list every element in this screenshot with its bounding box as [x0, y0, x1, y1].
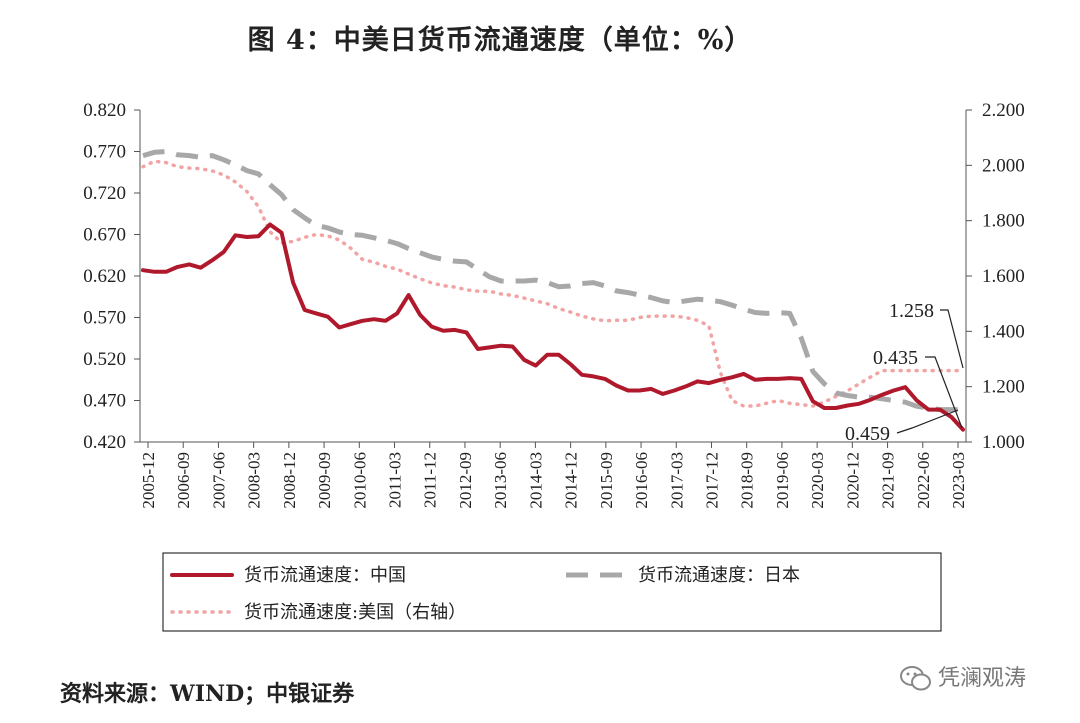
- y-right-tick-label: 1.800: [982, 211, 1025, 232]
- series-line-0: [141, 222, 965, 432]
- legend-label-2: 货币流通速度:美国（右轴）: [244, 602, 466, 623]
- y-left-tick-label: 0.720: [83, 183, 126, 204]
- x-tick-label: 2015-09: [597, 452, 616, 509]
- annotation-leader: [925, 356, 963, 429]
- x-tick-label: 2006-09: [174, 452, 193, 509]
- legend-label-0: 货币流通速度：中国: [244, 565, 406, 586]
- x-tick-label: 2018-09: [738, 452, 757, 509]
- x-tick-label: 2020-03: [808, 452, 827, 509]
- y-left-tick-label: 0.620: [83, 266, 126, 287]
- x-tick-label: 2023-03: [949, 452, 968, 509]
- y-right-tick-label: 1.000: [982, 432, 1025, 453]
- x-tick-label: 2016-06: [632, 452, 651, 509]
- x-tick-label: 2017-12: [702, 452, 721, 509]
- x-tick-label: 2005-12: [139, 452, 158, 509]
- chart-title: 图 4：中美日货币流通速度（单位：%）: [247, 25, 753, 56]
- x-tick-label: 2014-12: [562, 452, 581, 509]
- annotation-label: 0.435: [873, 347, 918, 369]
- watermark-text: 凭澜观涛: [938, 666, 1027, 691]
- y-left-tick-label: 0.470: [83, 391, 126, 412]
- annotation-leader: [940, 309, 964, 369]
- x-tick-label: 2014-03: [526, 452, 545, 509]
- x-tick-label: 2022-06: [914, 452, 933, 509]
- annotations: 1.258 0.435 0.459: [845, 300, 964, 445]
- x-tick-label: 2011-03: [386, 452, 405, 508]
- axes: 0.820 0.770 0.720 0.670 0.620 0.570 0.520 0.470…: [83, 100, 1025, 509]
- x-tick-label: 2008-03: [245, 452, 264, 509]
- y-right-tick-label: 2.000: [982, 155, 1025, 176]
- x-tick-label: 2010-06: [350, 452, 369, 509]
- x-tick-label: 2021-09: [879, 452, 898, 509]
- x-tick-label: 2019-06: [773, 452, 792, 509]
- series-line-2: [141, 159, 965, 408]
- annotation-label: 0.459: [845, 423, 890, 445]
- y-right-tick-label: 2.200: [982, 100, 1025, 121]
- watermark: 凭澜观涛: [900, 660, 1026, 693]
- y-right-tick-label: 1.200: [982, 377, 1025, 398]
- legend-label-1: 货币流通速度：日本: [638, 565, 800, 586]
- annotation-label: 1.258: [889, 300, 934, 322]
- wechat-icon: [900, 666, 931, 691]
- y-left-tick-label: 0.570: [83, 308, 126, 329]
- x-tick-label: 2008-12: [280, 452, 299, 509]
- source-note: 资料来源：WIND；中银证券: [60, 681, 355, 707]
- annotation-leader: [896, 409, 959, 434]
- series-layer: [141, 149, 965, 432]
- y-left-tick-label: 0.520: [83, 349, 126, 370]
- y-left-tick-label: 0.820: [83, 100, 126, 121]
- x-tick-label: 2020-12: [843, 452, 862, 509]
- y-left-tick-label: 0.420: [83, 432, 126, 453]
- x-tick-label: 2017-03: [667, 452, 686, 509]
- x-tick-label: 2013-06: [491, 452, 510, 509]
- series-line-1: [142, 149, 963, 413]
- x-tick-label: 2011-12: [421, 452, 440, 508]
- y-left-tick-label: 0.670: [83, 225, 126, 246]
- legend-box: [162, 552, 942, 632]
- y-left-tick-label: 0.770: [83, 142, 126, 163]
- x-tick-label: 2012-09: [456, 452, 475, 509]
- y-right-tick-label: 1.400: [982, 321, 1025, 342]
- x-tick-label: 2007-06: [209, 452, 228, 509]
- x-tick-label: 2009-09: [315, 452, 334, 509]
- y-right-tick-label: 1.600: [982, 266, 1025, 287]
